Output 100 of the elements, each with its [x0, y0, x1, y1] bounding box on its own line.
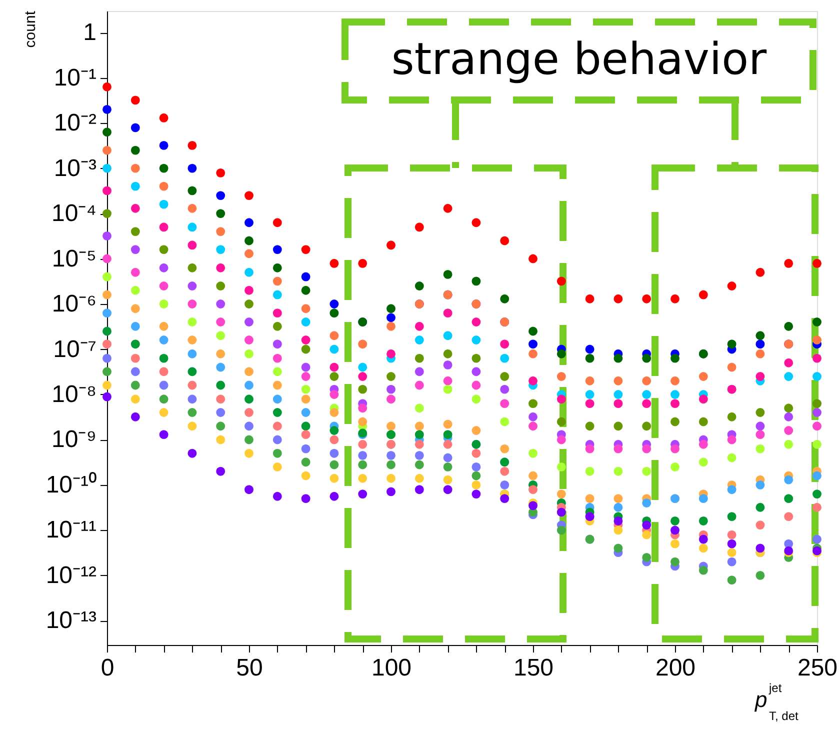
point	[443, 430, 452, 440]
point	[358, 258, 368, 268]
point	[216, 408, 226, 417]
point	[188, 380, 197, 390]
point	[528, 340, 538, 349]
point	[642, 422, 652, 431]
point	[443, 384, 452, 394]
point	[358, 362, 368, 372]
point	[130, 354, 140, 363]
point	[784, 475, 794, 484]
y-tick-label: 10⁻⁵	[52, 245, 96, 272]
point	[358, 384, 368, 394]
point	[443, 420, 452, 429]
point	[244, 191, 254, 200]
point	[756, 268, 765, 277]
point	[556, 372, 566, 381]
point	[102, 367, 112, 376]
point	[102, 392, 112, 402]
point	[272, 308, 282, 318]
point	[330, 408, 339, 417]
point	[272, 448, 282, 458]
point	[216, 422, 226, 431]
point	[500, 384, 510, 394]
point	[614, 516, 623, 526]
point	[330, 435, 339, 444]
point	[272, 435, 282, 444]
point	[159, 113, 168, 122]
point	[159, 164, 168, 173]
point	[301, 430, 310, 440]
point	[330, 331, 339, 340]
point	[414, 440, 424, 449]
point	[130, 146, 140, 155]
y-tick-label: 10⁻⁹	[52, 426, 96, 454]
point	[756, 372, 765, 381]
point	[188, 422, 197, 431]
point	[159, 380, 168, 390]
point	[585, 376, 594, 386]
point	[188, 263, 197, 272]
point	[756, 349, 765, 358]
point	[358, 417, 368, 426]
point	[414, 336, 424, 344]
point	[102, 326, 112, 336]
point	[159, 263, 168, 272]
point	[272, 380, 282, 390]
point	[244, 249, 254, 258]
point	[159, 245, 168, 254]
point	[301, 372, 310, 381]
point	[472, 448, 481, 458]
point	[272, 245, 282, 254]
point	[500, 294, 510, 304]
point	[216, 191, 226, 200]
point	[244, 318, 254, 326]
point	[614, 494, 623, 504]
point	[301, 304, 310, 314]
point	[727, 485, 736, 494]
point	[244, 268, 254, 277]
point	[698, 417, 708, 426]
point	[244, 394, 254, 404]
point	[216, 435, 226, 444]
point	[330, 344, 339, 354]
point	[330, 372, 339, 381]
point	[159, 222, 168, 232]
point	[330, 492, 339, 501]
point	[386, 487, 396, 496]
point	[130, 304, 140, 314]
point	[301, 444, 310, 454]
point	[472, 471, 481, 480]
point	[188, 164, 197, 173]
point	[188, 300, 197, 308]
point	[500, 444, 510, 454]
x-tick-label: 50	[236, 654, 263, 682]
point	[188, 140, 197, 150]
point	[727, 557, 736, 566]
point	[812, 258, 822, 268]
point	[500, 417, 510, 426]
point	[472, 462, 481, 472]
point	[301, 245, 310, 254]
point	[614, 444, 623, 454]
point	[812, 502, 822, 512]
point	[472, 218, 481, 228]
point	[443, 485, 452, 494]
point	[698, 458, 708, 467]
point	[812, 372, 822, 381]
point	[216, 263, 226, 272]
point	[130, 286, 140, 295]
point	[756, 422, 765, 431]
point	[528, 254, 538, 264]
point	[528, 501, 538, 510]
point	[528, 448, 538, 458]
point	[670, 557, 680, 566]
point	[159, 300, 168, 308]
point	[472, 426, 481, 435]
point	[188, 349, 197, 358]
point	[414, 404, 424, 413]
point	[414, 222, 424, 232]
point	[330, 362, 339, 372]
point	[614, 526, 623, 535]
point	[244, 367, 254, 376]
point	[784, 372, 794, 381]
point	[812, 399, 822, 408]
